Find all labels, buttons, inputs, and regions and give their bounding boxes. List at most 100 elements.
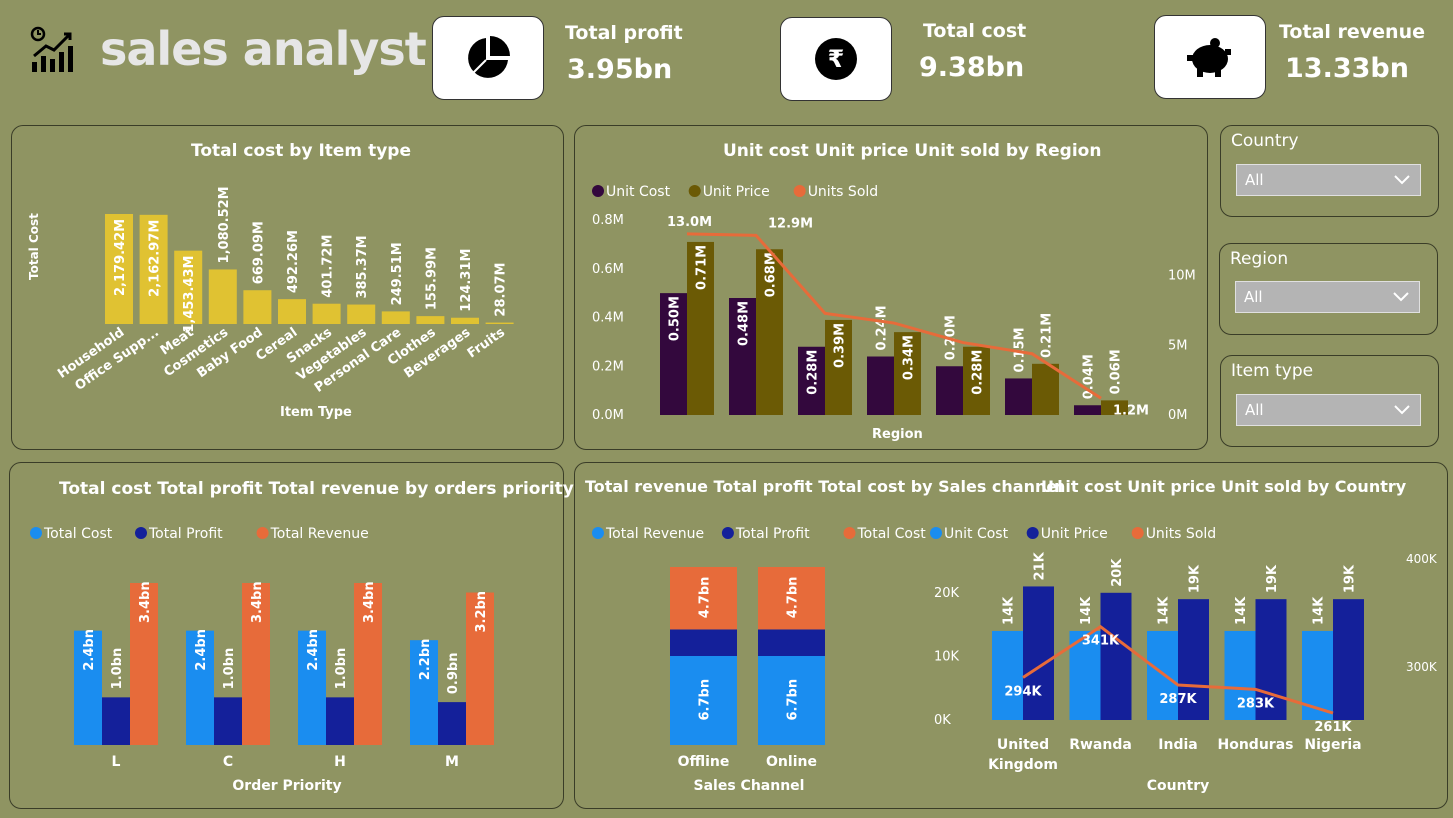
bar-priority-2-0	[130, 583, 158, 745]
tick-priority-1: C	[223, 754, 233, 770]
chevron-down-icon	[1394, 175, 1410, 185]
label-region-cost-3: 0.24M	[875, 305, 890, 350]
label-priority-2-3: 3.2bn	[474, 591, 489, 633]
legend-country-label-2: Units Sold	[1146, 526, 1216, 542]
kpi-revenue-card[interactable]	[1154, 15, 1266, 99]
label-country-units-3: 283K	[1237, 696, 1275, 711]
label-region-price-3: 0.34M	[902, 335, 917, 380]
bar-label-item-6: 401.72M	[321, 235, 336, 298]
bar-region-price-4	[963, 346, 990, 415]
axis-label-country: Country	[1147, 778, 1210, 794]
bar-item-1	[139, 214, 168, 324]
legend-region-label-2: Units Sold	[808, 184, 878, 200]
bar-priority-0-0	[74, 630, 102, 745]
y-tick-region-3: 0.6M	[592, 262, 624, 277]
bar-channel-0-0	[670, 656, 737, 745]
legend-country-label-1: Unit Price	[1041, 526, 1108, 542]
label-region-cost-0: 0.50M	[668, 296, 683, 341]
label-priority-0-3: 2.2bn	[418, 639, 433, 681]
bar-channel-2-0	[670, 567, 737, 630]
label-country-cost-1: 14K	[1079, 596, 1094, 625]
bar-region-price-2	[825, 319, 852, 415]
label-country-units-4: 261K	[1314, 720, 1352, 735]
bar-label-item-0: 2,179.42M	[113, 219, 128, 296]
slicer-item-type-dropdown[interactable]: All	[1236, 394, 1421, 426]
axis-label-order-priority: Order Priority	[232, 778, 341, 794]
label-country-cost-4: 14K	[1312, 596, 1327, 625]
bar-country-cost-0	[992, 630, 1023, 720]
kpi-revenue-value: 13.33bn	[1285, 53, 1409, 84]
y-tick-country-1: 10K	[934, 649, 960, 664]
slicer-region-dropdown[interactable]: All	[1235, 281, 1420, 313]
legend-channel-marker-1	[721, 527, 734, 539]
legend-channel-label-1: Total Profit	[735, 526, 810, 542]
bar-priority-2-3	[466, 592, 494, 745]
y-tick-region-1: 0.2M	[592, 359, 624, 374]
legend-channel-marker-2	[843, 527, 856, 539]
label-priority-2-2: 3.4bn	[362, 581, 377, 623]
label-region-cost-2: 0.28M	[806, 350, 821, 395]
bar-region-cost-6	[1074, 405, 1101, 415]
bar-priority-0-2	[298, 630, 326, 745]
bar-priority-1-0	[102, 697, 130, 745]
axis-label-total-cost: Total Cost	[27, 213, 41, 280]
bar-country-cost-4	[1302, 630, 1333, 720]
bar-channel-0-1	[758, 656, 825, 745]
label-priority-1-1: 1.0bn	[222, 648, 237, 690]
bar-priority-2-1	[242, 583, 270, 745]
kpi-profit-label: Total profit	[565, 22, 683, 44]
bar-label-item-9: 155.99M	[424, 247, 439, 310]
label-region-price-4: 0.28M	[971, 350, 986, 395]
piggy-bank-icon	[1187, 38, 1231, 77]
bar-label-item-5: 492.26M	[286, 230, 301, 293]
legend-priority-marker-2	[256, 527, 269, 539]
bar-country-price-1	[1100, 592, 1132, 720]
axis-label-region: Region	[872, 427, 923, 442]
bar-region-price-0	[687, 241, 714, 415]
y-tick-region-2: 0.4M	[592, 311, 624, 326]
kpi-profit-value: 3.95bn	[567, 54, 673, 85]
bar-country-price-0	[1023, 586, 1054, 720]
bar-priority-1-3	[438, 702, 466, 745]
legend-channel-label-2: Total Cost	[857, 526, 927, 542]
tick-country-0-0: United	[997, 737, 1049, 753]
bar-item-6	[312, 303, 341, 324]
chart-title-cost-by-item: Total cost by Item type	[191, 141, 411, 161]
bar-label-item-8: 249.51M	[390, 242, 405, 305]
bar-priority-2-2	[354, 583, 382, 745]
label-priority-1-0: 1.0bn	[110, 648, 125, 690]
tick-priority-3: M	[445, 754, 459, 770]
bar-label-item-1: 2,162.97M	[148, 220, 163, 297]
bar-item-10	[451, 317, 479, 324]
slicer-country-dropdown[interactable]: All	[1236, 164, 1421, 196]
label-country-cost-3: 14K	[1234, 596, 1249, 625]
label-priority-0-1: 2.4bn	[194, 629, 209, 671]
y2-tick-region-1: 5M	[1168, 338, 1188, 353]
label-country-price-2: 19K	[1188, 564, 1203, 593]
tick-country-4-0: Nigeria	[1304, 737, 1361, 753]
legend-priority-label-1: Total Profit	[148, 526, 223, 542]
label-priority-1-3: 0.9bn	[446, 653, 461, 695]
chevron-down-icon	[1394, 405, 1410, 415]
bar-country-cost-1	[1069, 630, 1101, 720]
label-priority-0-0: 2.4bn	[82, 629, 97, 671]
tick-country-1-0: Rwanda	[1069, 737, 1132, 753]
page-title: sales analyst	[100, 22, 427, 76]
label-country-price-4: 19K	[1343, 564, 1358, 593]
slicer-region-value: All	[1244, 288, 1263, 306]
tick-item-11: Fruits	[465, 325, 508, 362]
bar-region-cost-2	[798, 346, 825, 415]
panel-cost-by-item	[11, 125, 564, 450]
label-region-price-2: 0.39M	[833, 323, 848, 368]
label-priority-2-0: 3.4bn	[138, 581, 153, 623]
bar-country-price-4	[1333, 599, 1364, 720]
label-country-units-2: 287K	[1159, 692, 1197, 707]
label-channel-2-0: 4.7bn	[698, 577, 713, 619]
kpi-cost-card[interactable]: ₹	[780, 17, 892, 101]
label-region-cost-5: 0.15M	[1013, 327, 1028, 372]
slicer-region-label: Region	[1230, 249, 1289, 269]
legend-priority-label-2: Total Revenue	[270, 526, 369, 542]
kpi-profit-card[interactable]	[432, 16, 544, 100]
bar-region-cost-0	[660, 293, 687, 415]
